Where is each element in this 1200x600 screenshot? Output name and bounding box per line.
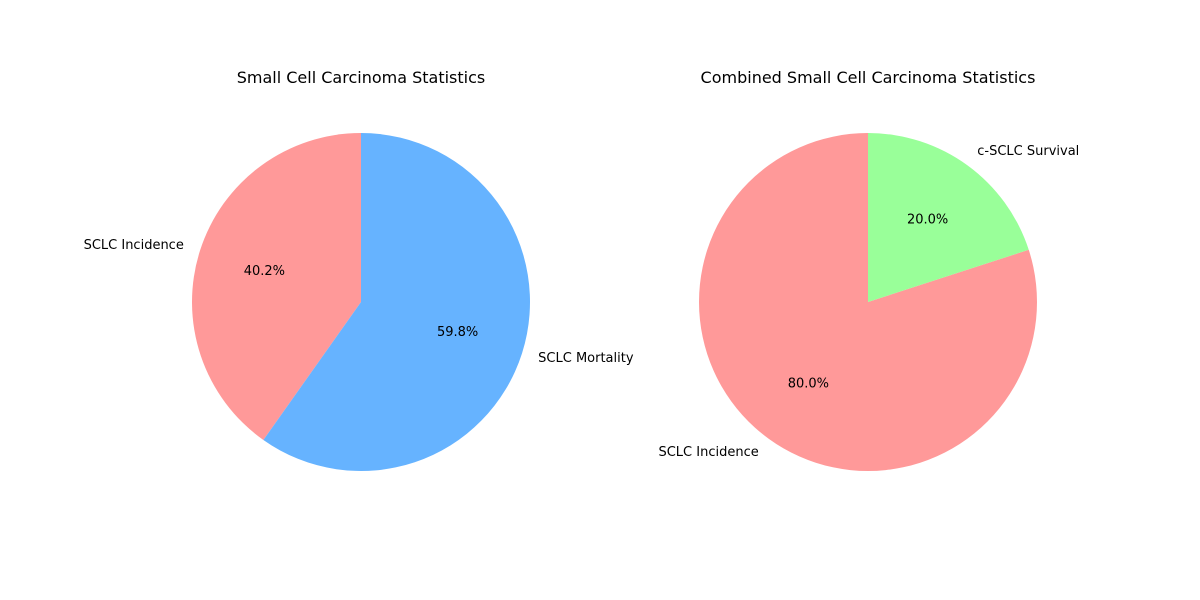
pie-slice-sclc-incidence [191,133,361,440]
pie-slice-sclc-mortality [263,133,530,471]
percent-label: 59.8% [437,325,478,340]
slice-label: c-SCLC Survival [977,144,1079,159]
percent-label: 20.0% [907,212,948,227]
slice-label: SCLC Incidence [658,445,758,460]
pie-slice-c-sclc-survival [868,133,1029,302]
pie-chart-combined: Combined Small Cell Carcinoma Statistics… [658,68,1079,472]
pie-slice-sclc-incidence [699,133,1037,472]
percent-label: 80.0% [788,377,829,392]
pie-chart-incidence-mortality: Small Cell Carcinoma Statistics SCLC Inc… [84,68,634,471]
slice-label: SCLC Incidence [84,238,184,253]
chart-title: Small Cell Carcinoma Statistics [237,68,486,87]
slice-label: SCLC Mortality [538,351,634,366]
chart-title: Combined Small Cell Carcinoma Statistics [701,68,1036,87]
percent-label: 40.2% [244,264,285,279]
